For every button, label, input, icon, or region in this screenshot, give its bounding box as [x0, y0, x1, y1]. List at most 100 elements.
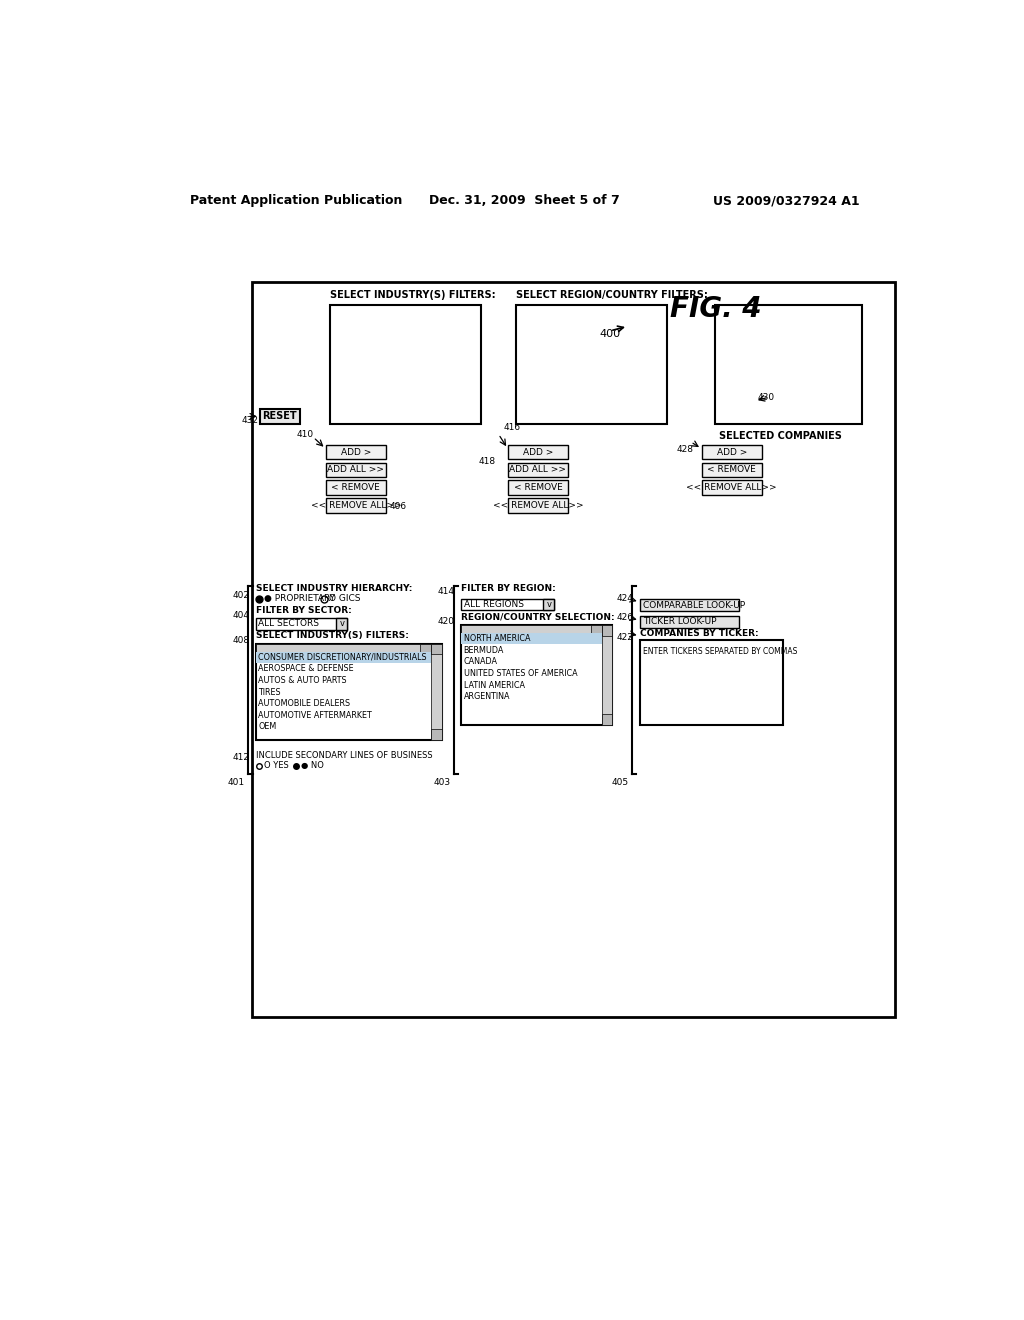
Bar [508, 498, 568, 512]
Text: CANADA: CANADA [464, 657, 498, 667]
Bar [508, 445, 568, 459]
Text: COMPARABLE LOOK-UP: COMPARABLE LOOK-UP [643, 601, 744, 610]
Bar [337, 618, 347, 630]
Bar [508, 480, 568, 495]
Text: CONSUMER DISCRETIONARY/INDUSTRIALS: CONSUMER DISCRETIONARY/INDUSTRIALS [258, 653, 427, 661]
Text: ARGENTINA: ARGENTINA [464, 692, 510, 701]
Text: << REMOVE ALL>>: << REMOVE ALL>> [310, 500, 401, 510]
Bar [640, 599, 738, 611]
Text: TIRES: TIRES [258, 688, 281, 697]
Text: ADD >: ADD > [717, 447, 746, 457]
Text: v: v [547, 599, 551, 609]
Text: SELECT INDUSTRY HIERARCHY:: SELECT INDUSTRY HIERARCHY: [256, 583, 413, 593]
Text: << REMOVE ALL>>: << REMOVE ALL>> [686, 483, 777, 492]
Text: SELECTED COMPANIES: SELECTED COMPANIES [719, 430, 842, 441]
Text: FIG. 4: FIG. 4 [671, 294, 762, 322]
Text: 420: 420 [438, 618, 455, 627]
Bar [260, 409, 300, 424]
Text: 405: 405 [611, 777, 629, 787]
Text: ● NO: ● NO [301, 762, 324, 771]
Text: BERMUDA: BERMUDA [464, 645, 504, 655]
Text: REGION/COUNTRY SELECTION:: REGION/COUNTRY SELECTION: [461, 612, 614, 622]
Text: << REMOVE ALL>>: << REMOVE ALL>> [493, 500, 584, 510]
Text: SELECT INDUSTRY(S) FILTERS:: SELECT INDUSTRY(S) FILTERS: [330, 290, 496, 301]
Text: 418: 418 [478, 457, 496, 466]
Text: INCLUDE SECONDARY LINES OF BUSINESS: INCLUDE SECONDARY LINES OF BUSINESS [256, 751, 432, 759]
Bar [701, 480, 762, 495]
Bar [601, 714, 612, 725]
Text: Patent Application Publication: Patent Application Publication [190, 194, 402, 207]
Bar [461, 626, 612, 725]
Text: 426: 426 [616, 612, 633, 622]
Bar [601, 626, 612, 636]
Text: AUTOMOBILE DEALERS: AUTOMOBILE DEALERS [258, 700, 350, 708]
Text: FILTER BY SECTOR:: FILTER BY SECTOR: [256, 606, 351, 615]
Bar [256, 618, 347, 630]
Text: TICKER LOOK-UP: TICKER LOOK-UP [643, 618, 716, 627]
Text: 432: 432 [242, 416, 258, 425]
Text: SELECT REGION/COUNTRY FILTERS:: SELECT REGION/COUNTRY FILTERS: [515, 290, 708, 301]
Text: 400: 400 [599, 329, 621, 339]
Text: UNITED STATES OF AMERICA: UNITED STATES OF AMERICA [464, 669, 578, 678]
Text: < REMOVE: < REMOVE [708, 466, 756, 474]
Bar [701, 462, 762, 478]
Text: 428: 428 [677, 445, 693, 454]
Text: LATIN AMERICA: LATIN AMERICA [464, 681, 524, 689]
Bar [326, 480, 386, 495]
Text: v: v [339, 619, 344, 628]
Text: ALL REGIONS: ALL REGIONS [464, 599, 523, 609]
Text: US 2009/0327924 A1: US 2009/0327924 A1 [713, 194, 859, 207]
Bar [715, 305, 862, 424]
Bar [326, 498, 386, 512]
Text: ADD ALL >>: ADD ALL >> [510, 466, 566, 474]
Bar [461, 634, 601, 644]
Text: Dec. 31, 2009  Sheet 5 of 7: Dec. 31, 2009 Sheet 5 of 7 [429, 194, 621, 207]
Bar [420, 644, 431, 653]
Text: 430: 430 [758, 392, 774, 401]
Bar [326, 445, 386, 459]
Text: FILTER BY REGION:: FILTER BY REGION: [461, 583, 556, 593]
Bar [515, 305, 667, 424]
Text: ADD ALL >>: ADD ALL >> [328, 466, 384, 474]
Bar [508, 462, 568, 478]
Text: 406: 406 [389, 502, 407, 511]
Text: ● PROPRIETARY: ● PROPRIETARY [263, 594, 335, 603]
Text: NORTH AMERICA: NORTH AMERICA [464, 635, 530, 643]
Bar [591, 626, 601, 635]
Bar [431, 644, 442, 655]
Text: O YES: O YES [263, 762, 289, 771]
Text: O GICS: O GICS [329, 594, 360, 603]
Text: 410: 410 [296, 429, 313, 438]
Bar [601, 626, 612, 725]
Bar [640, 615, 738, 628]
Text: 404: 404 [232, 611, 250, 619]
Text: < REMOVE: < REMOVE [332, 483, 380, 492]
Text: AEROSPACE & DEFENSE: AEROSPACE & DEFENSE [258, 664, 354, 673]
Text: 408: 408 [232, 636, 250, 645]
Text: 403: 403 [433, 777, 451, 787]
Bar [256, 652, 431, 663]
Text: 416: 416 [504, 424, 521, 433]
Text: AUTOMOTIVE AFTERMARKET: AUTOMOTIVE AFTERMARKET [258, 710, 372, 719]
Bar [461, 599, 554, 610]
Text: 412: 412 [232, 752, 250, 762]
Bar [326, 462, 386, 478]
Text: ADD >: ADD > [523, 447, 553, 457]
Text: 422: 422 [616, 632, 633, 642]
Text: ADD >: ADD > [341, 447, 371, 457]
Text: OEM: OEM [258, 722, 276, 731]
Bar [252, 281, 895, 1016]
Text: 402: 402 [232, 591, 250, 601]
Text: < REMOVE: < REMOVE [514, 483, 562, 492]
Bar [431, 644, 442, 739]
Text: 424: 424 [616, 594, 633, 603]
Bar [330, 305, 480, 424]
Bar [431, 729, 442, 739]
Bar [256, 644, 431, 653]
Bar [640, 640, 783, 725]
Text: ALL SECTORS: ALL SECTORS [258, 619, 319, 628]
Text: 414: 414 [438, 587, 455, 597]
Bar [701, 445, 762, 459]
Text: RESET: RESET [262, 412, 297, 421]
Text: ENTER TICKERS SEPARATED BY COMMAS: ENTER TICKERS SEPARATED BY COMMAS [643, 648, 797, 656]
